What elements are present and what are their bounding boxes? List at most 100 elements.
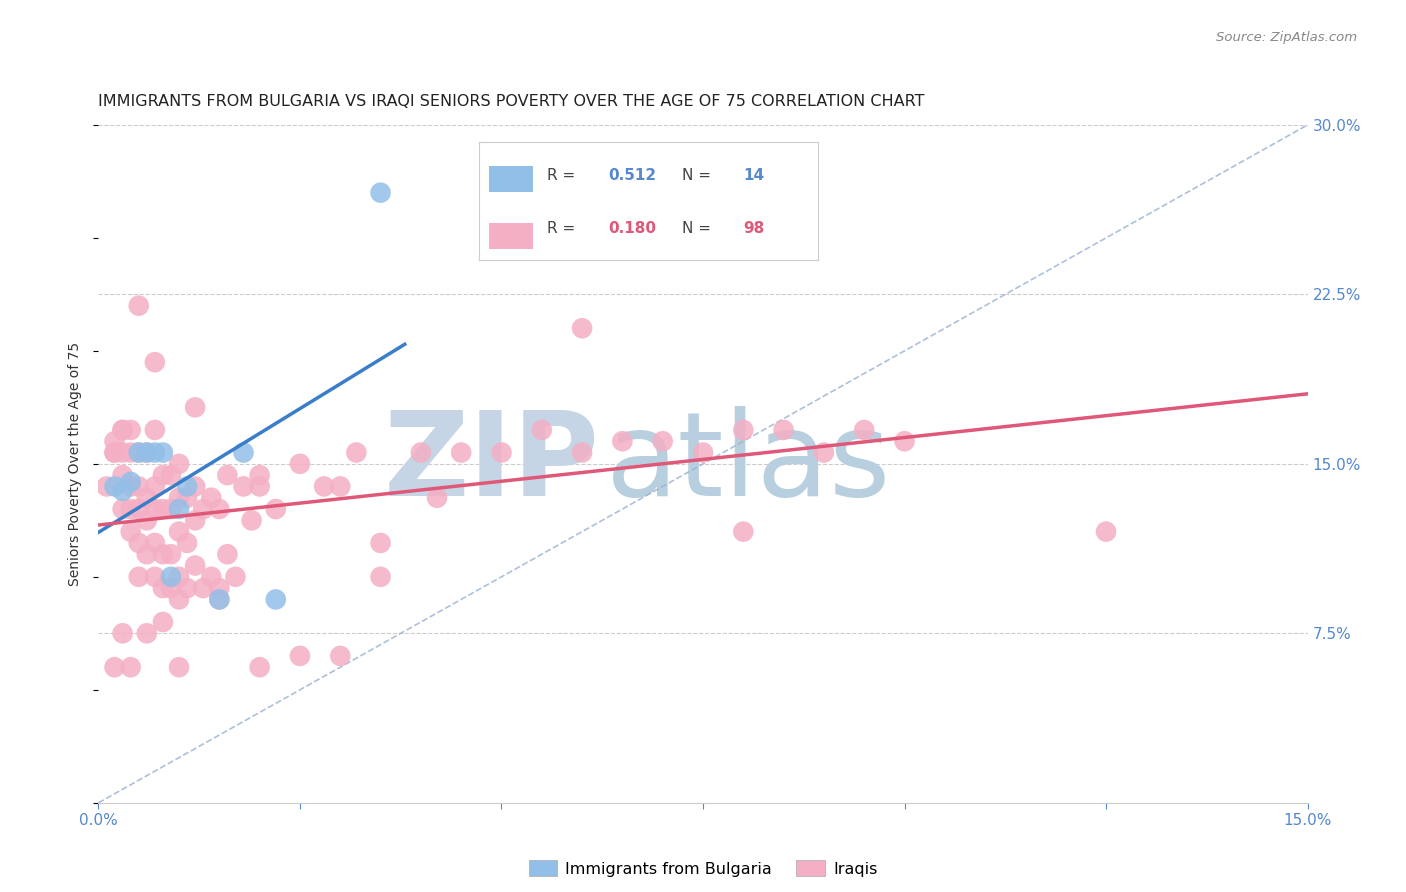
Point: [120, 423, 142, 437]
Point: [103, 660, 125, 674]
Point: [426, 491, 449, 505]
Point: [193, 502, 215, 516]
Point: [120, 524, 142, 539]
Point: [160, 502, 183, 516]
Point: [143, 536, 166, 550]
Point: [249, 468, 271, 483]
Point: [143, 479, 166, 493]
Point: [409, 445, 432, 459]
Point: [167, 524, 190, 539]
Point: [103, 445, 125, 459]
Point: [184, 401, 207, 415]
Point: [167, 457, 190, 471]
Point: [329, 479, 352, 493]
Point: [120, 660, 142, 674]
Text: IMMIGRANTS FROM BULGARIA VS IRAQI SENIORS POVERTY OVER THE AGE OF 75 CORRELATION: IMMIGRANTS FROM BULGARIA VS IRAQI SENIOR…: [98, 94, 925, 109]
Point: [314, 479, 336, 493]
Point: [450, 445, 472, 459]
Point: [184, 513, 207, 527]
Point: [344, 445, 367, 459]
Point: [193, 581, 215, 595]
Text: ZIP: ZIP: [384, 407, 600, 521]
Point: [152, 502, 174, 516]
Point: [103, 445, 125, 459]
Point: [200, 491, 222, 505]
Point: [152, 581, 174, 595]
Point: [135, 445, 157, 459]
Point: [370, 186, 392, 200]
Point: [329, 648, 352, 663]
Point: [571, 321, 593, 335]
Point: [232, 479, 254, 493]
Point: [143, 502, 166, 516]
Point: [128, 479, 150, 493]
Point: [120, 475, 142, 489]
Point: [612, 434, 634, 449]
Point: [224, 570, 246, 584]
Point: [370, 570, 392, 584]
Point: [152, 547, 174, 561]
Point: [176, 536, 198, 550]
Point: [128, 445, 150, 459]
Point: [1095, 524, 1118, 539]
Point: [96, 479, 118, 493]
Point: [111, 626, 134, 640]
Legend: Immigrants from Bulgaria, Iraqis: Immigrants from Bulgaria, Iraqis: [523, 854, 883, 883]
Point: [120, 502, 142, 516]
Text: Source: ZipAtlas.com: Source: ZipAtlas.com: [1216, 31, 1357, 45]
Point: [143, 355, 166, 369]
Text: atlas: atlas: [606, 407, 891, 521]
Point: [143, 445, 166, 459]
Point: [143, 423, 166, 437]
Point: [240, 513, 263, 527]
Point: [772, 423, 794, 437]
Point: [160, 570, 183, 584]
Point: [530, 423, 553, 437]
Point: [208, 502, 231, 516]
Point: [176, 479, 198, 493]
Point: [217, 547, 239, 561]
Point: [651, 434, 673, 449]
Point: [232, 445, 254, 459]
Point: [264, 502, 287, 516]
Point: [160, 547, 183, 561]
Point: [152, 468, 174, 483]
Point: [111, 483, 134, 498]
Point: [128, 570, 150, 584]
Point: [135, 547, 157, 561]
Point: [571, 445, 593, 459]
Point: [288, 457, 311, 471]
Point: [152, 445, 174, 459]
Point: [120, 445, 142, 459]
Point: [264, 592, 287, 607]
Point: [167, 592, 190, 607]
Point: [370, 536, 392, 550]
Point: [288, 648, 311, 663]
Point: [111, 445, 134, 459]
Point: [491, 445, 513, 459]
Point: [184, 558, 207, 573]
Point: [200, 570, 222, 584]
Point: [176, 491, 198, 505]
Point: [167, 491, 190, 505]
Point: [160, 468, 183, 483]
Point: [128, 445, 150, 459]
Point: [135, 513, 157, 527]
Point: [103, 479, 125, 493]
Point: [167, 502, 190, 516]
Point: [135, 626, 157, 640]
Point: [733, 524, 755, 539]
Point: [120, 479, 142, 493]
Point: [128, 536, 150, 550]
Point: [217, 468, 239, 483]
Point: [208, 592, 231, 607]
Point: [128, 502, 150, 516]
Y-axis label: Seniors Poverty Over the Age of 75: Seniors Poverty Over the Age of 75: [69, 342, 83, 586]
Point: [167, 570, 190, 584]
Point: [103, 434, 125, 449]
Point: [208, 581, 231, 595]
Point: [184, 479, 207, 493]
Point: [152, 615, 174, 629]
Point: [733, 423, 755, 437]
Point: [813, 445, 835, 459]
